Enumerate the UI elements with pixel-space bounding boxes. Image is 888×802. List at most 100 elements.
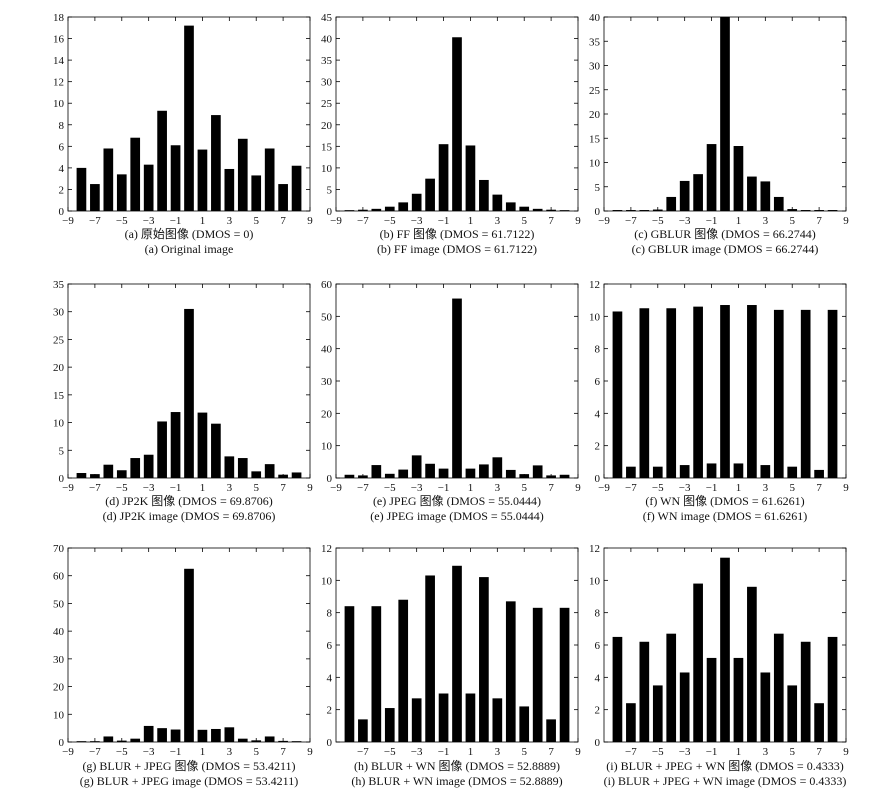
y-tick-label: 40 <box>589 12 601 24</box>
bar <box>211 728 221 742</box>
y-tick-label: 8 <box>595 344 601 356</box>
x-tick-label: 5 <box>789 215 795 227</box>
bar <box>278 184 288 211</box>
x-tick-label: 9 <box>307 482 313 494</box>
bar <box>224 168 235 211</box>
bar <box>291 165 302 211</box>
bar <box>666 308 677 478</box>
x-tick-label: −7 <box>89 215 101 227</box>
bar <box>546 719 556 742</box>
bar <box>291 472 302 478</box>
bar <box>76 473 87 478</box>
y-tick-label: 12 <box>589 279 600 291</box>
caption-cn: (d) JP2K 图像 (DMOS = 69.8706) <box>105 494 273 508</box>
x-tick-label: 9 <box>843 215 849 227</box>
x-tick-label: −7 <box>89 746 101 758</box>
x-tick-label: 3 <box>763 215 769 227</box>
bar <box>626 703 636 742</box>
bar <box>197 729 208 742</box>
caption-en: (f) WN image (DMOS = 61.6261) <box>642 509 808 523</box>
y-tick-label: 20 <box>589 109 601 121</box>
bar <box>103 148 114 211</box>
caption-en: (d) JP2K image (DMOS = 69.8706) <box>102 509 276 523</box>
bar <box>519 706 530 742</box>
chart-svg: −7 −5 −3 −1 1 3 5 7 9 0 2 4 6 8 10 12 <box>589 543 849 758</box>
x-tick-label: −9 <box>598 482 610 494</box>
x-tick-label: −7 <box>357 215 369 227</box>
caption-en: (h) BLUR + WN image (DMOS = 52.8889) <box>351 774 563 788</box>
x-tick-label: −1 <box>438 746 450 758</box>
y-tick-label: 10 <box>589 158 601 170</box>
bar <box>612 311 623 478</box>
bar <box>465 145 476 211</box>
bar <box>559 607 570 742</box>
x-tick-label: 1 <box>200 746 206 758</box>
y-tick-label: 6 <box>59 141 65 153</box>
x-tick-label: −7 <box>625 746 637 758</box>
y-tick-label: 4 <box>595 408 601 420</box>
bar <box>438 693 449 742</box>
bar <box>211 423 221 478</box>
bar <box>237 458 248 478</box>
y-tick-label: 4 <box>59 163 65 175</box>
y-tick-label: 2 <box>595 441 601 453</box>
y-tick-label: 20 <box>53 362 65 374</box>
y-tick-label: 60 <box>321 279 333 291</box>
caption-cn: (a) 原始图像 (DMOS = 0) <box>124 227 254 241</box>
y-tick-label: 8 <box>595 608 601 620</box>
caption-cn: (e) JPEG 图像 (DMOS = 55.0444) <box>372 494 542 508</box>
x-tick-label: 7 <box>280 482 286 494</box>
x-tick-label: 5 <box>789 746 795 758</box>
bar <box>666 196 677 211</box>
caption-en: (e) JPEG image (DMOS = 55.0444) <box>370 509 544 523</box>
bar <box>773 633 784 742</box>
x-tick-label: −3 <box>411 215 423 227</box>
y-tick-label: 10 <box>589 575 601 587</box>
bar <box>143 725 154 742</box>
bar <box>505 202 516 211</box>
bar <box>371 606 382 742</box>
bar <box>358 719 368 742</box>
y-tick-label: 25 <box>321 98 333 110</box>
bar <box>505 601 516 742</box>
bar <box>411 698 422 742</box>
bar <box>652 466 663 478</box>
bar <box>452 565 462 742</box>
bar <box>184 568 194 742</box>
bar <box>184 308 194 478</box>
chart-panel: −9 −7 −5 −3 −1 1 3 5 7 9 0 10 20 30 40 50 60 <box>306 274 590 499</box>
x-tick-label: −3 <box>411 746 423 758</box>
chart-svg: −9 −7 −5 −3 −1 1 3 5 7 9 0 2 4 6 8 10 12 <box>589 279 849 494</box>
bar <box>492 457 503 478</box>
y-tick-label: 6 <box>595 376 601 388</box>
x-tick-label: −9 <box>330 482 342 494</box>
y-tick-label: 5 <box>595 182 601 194</box>
x-tick-label: 7 <box>816 215 822 227</box>
bar <box>800 210 811 211</box>
bar <box>747 176 757 211</box>
bar <box>479 179 489 211</box>
y-tick-label: 60 <box>53 571 65 583</box>
x-tick-label: 3 <box>495 215 501 227</box>
bar <box>344 210 355 211</box>
y-tick-label: 4 <box>595 672 601 684</box>
plot-frame <box>67 547 311 743</box>
bar <box>492 194 503 211</box>
bar <box>559 474 570 478</box>
caption-en: (i) BLUR + JPEG + WN image (DMOS = 0.433… <box>603 774 847 788</box>
y-tick-label: 0 <box>595 737 601 749</box>
x-tick-label: 9 <box>843 746 849 758</box>
bar <box>197 412 208 478</box>
y-tick-label: 6 <box>595 640 601 652</box>
bar <box>143 454 154 478</box>
bar <box>760 672 771 742</box>
chart-panel: −9 −7 −5 −3 −1 1 3 5 7 9 0 2 4 6 8 10 12 14 16 18 <box>38 7 322 232</box>
x-tick-label: 9 <box>575 215 581 227</box>
bar <box>559 210 570 211</box>
x-tick-label: 5 <box>521 746 527 758</box>
chart-svg: −9 −7 −5 −3 −1 1 3 5 7 9 0 2 4 6 8 10 12 14 16 18 <box>53 12 313 227</box>
y-tick-label: 8 <box>327 608 333 620</box>
bar <box>787 685 798 742</box>
bar <box>197 149 208 211</box>
